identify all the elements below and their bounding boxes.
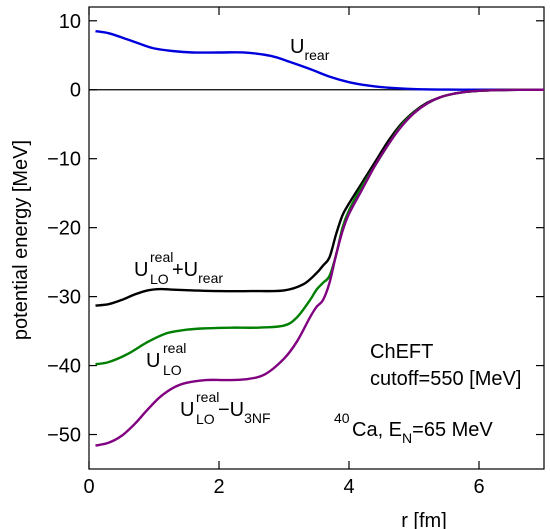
- x-tick-label: 4: [343, 476, 354, 498]
- x-tick-label: 2: [213, 476, 224, 498]
- y-tick-label: 10: [59, 11, 81, 33]
- series-line-lo: [95, 88, 545, 366]
- svg-text:−U3NF: −U3NF: [218, 399, 271, 426]
- svg-text:U: U: [146, 350, 160, 372]
- svg-text:Ca, EN=65 MeV: Ca, EN=65 MeV: [352, 419, 493, 446]
- series-line-lo-minus-3nf: [95, 88, 545, 447]
- annotation-u-lo: U real LO: [146, 340, 186, 378]
- y-axis-label: potential energy [MeV]: [10, 140, 32, 340]
- plot-frame: [88, 6, 545, 470]
- model-label: ChEFT: [370, 341, 433, 363]
- y-tick-label: −30: [47, 287, 81, 309]
- y-tick-label: −40: [47, 356, 81, 378]
- svg-text:LO: LO: [150, 271, 169, 287]
- svg-text:LO: LO: [196, 411, 215, 427]
- svg-text:U: U: [180, 399, 194, 421]
- axis-ticks: 0 2 4 6 10 0 −10 −20 −30 −40 −50: [47, 7, 544, 498]
- y-tick-label: 0: [70, 80, 81, 102]
- svg-text:real: real: [196, 389, 219, 405]
- y-tick-label: −50: [47, 425, 81, 447]
- x-tick-label: 0: [83, 476, 94, 498]
- series-line-rear: [95, 29, 544, 91]
- series-group: [95, 29, 545, 447]
- y-tick-label: −10: [47, 149, 81, 171]
- svg-text:real: real: [163, 340, 186, 356]
- cutoff-label: cutoff=550 [MeV]: [370, 368, 521, 390]
- nucleus-energy-label: 40 Ca, EN=65 MeV: [334, 410, 493, 446]
- y-tick-label: −20: [47, 218, 81, 240]
- x-axis-label: r [fm]: [401, 510, 447, 529]
- svg-text:U: U: [134, 259, 148, 281]
- svg-text:+Urear: +Urear: [172, 259, 223, 286]
- svg-text:LO: LO: [163, 362, 182, 378]
- svg-text:40: 40: [334, 410, 350, 426]
- annotation-u-lo-minus-3nf: U real LO −U3NF: [180, 389, 271, 427]
- svg-text:real: real: [150, 249, 173, 265]
- x-tick-label: 6: [473, 476, 484, 498]
- annotation-u-lo-plus-rear: U real LO +Urear: [134, 249, 223, 287]
- annotation-u-rear: Urear: [290, 36, 330, 63]
